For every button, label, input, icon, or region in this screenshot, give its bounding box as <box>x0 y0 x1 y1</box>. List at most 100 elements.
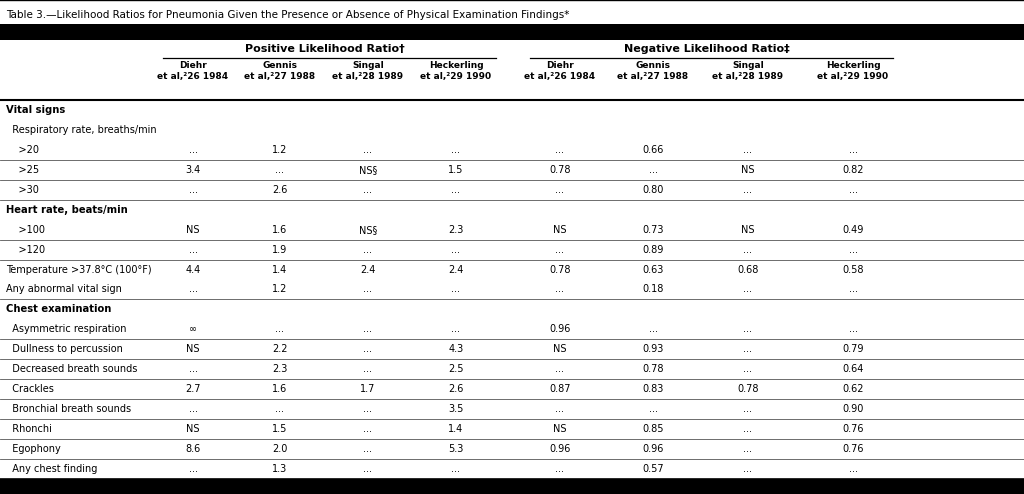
Text: Table 3.—Likelihood Ratios for Pneumonia Given the Presence or Absence of Physic: Table 3.—Likelihood Ratios for Pneumonia… <box>6 10 569 20</box>
Text: ...: ... <box>743 285 753 294</box>
Text: 1.6: 1.6 <box>272 225 288 235</box>
Text: 0.93: 0.93 <box>642 344 664 354</box>
Text: 1.5: 1.5 <box>449 165 464 175</box>
Text: 0.68: 0.68 <box>737 265 759 275</box>
Text: >20: >20 <box>6 145 39 155</box>
Text: ...: ... <box>364 464 373 474</box>
Text: 0.78: 0.78 <box>737 384 759 394</box>
Text: Any chest finding: Any chest finding <box>6 464 97 474</box>
Text: 0.83: 0.83 <box>642 384 664 394</box>
Text: 3.4: 3.4 <box>185 165 201 175</box>
Text: 8.6: 8.6 <box>185 444 201 454</box>
Text: 2.4: 2.4 <box>360 265 376 275</box>
Text: ...: ... <box>275 404 285 414</box>
Text: NS: NS <box>741 165 755 175</box>
Text: 2.0: 2.0 <box>272 444 288 454</box>
Text: ...: ... <box>849 325 857 334</box>
Text: ...: ... <box>555 404 564 414</box>
Text: 1.4: 1.4 <box>449 424 464 434</box>
Text: Crackles: Crackles <box>6 384 54 394</box>
Text: 0.96: 0.96 <box>549 325 570 334</box>
Text: >100: >100 <box>6 225 45 235</box>
Text: ...: ... <box>188 404 198 414</box>
Text: 0.82: 0.82 <box>843 165 864 175</box>
Text: ...: ... <box>364 424 373 434</box>
Text: ...: ... <box>555 364 564 374</box>
Text: ...: ... <box>743 185 753 195</box>
Text: 2.2: 2.2 <box>272 344 288 354</box>
Text: 2.6: 2.6 <box>449 384 464 394</box>
Text: 1.3: 1.3 <box>272 464 288 474</box>
Text: ...: ... <box>555 285 564 294</box>
Text: Dullness to percussion: Dullness to percussion <box>6 344 123 354</box>
Text: ...: ... <box>743 404 753 414</box>
Text: ...: ... <box>648 165 657 175</box>
Text: >25: >25 <box>6 165 39 175</box>
Text: 0.89: 0.89 <box>642 245 664 254</box>
Text: NS§: NS§ <box>358 165 377 175</box>
Text: ...: ... <box>849 185 857 195</box>
Text: 0.73: 0.73 <box>642 225 664 235</box>
Text: 0.76: 0.76 <box>843 444 864 454</box>
Text: 1.9: 1.9 <box>272 245 288 254</box>
Text: ...: ... <box>188 245 198 254</box>
Text: NS: NS <box>186 344 200 354</box>
Text: Asymmetric respiration: Asymmetric respiration <box>6 325 127 334</box>
Text: Gennis
et al,²27 1988: Gennis et al,²27 1988 <box>617 61 688 81</box>
Text: ...: ... <box>849 145 857 155</box>
Text: ...: ... <box>743 424 753 434</box>
Text: ...: ... <box>555 245 564 254</box>
Text: 0.58: 0.58 <box>843 265 864 275</box>
Text: ...: ... <box>743 464 753 474</box>
Text: 0.62: 0.62 <box>843 384 864 394</box>
Text: Decreased breath sounds: Decreased breath sounds <box>6 364 137 374</box>
Bar <box>0 479 1024 494</box>
Text: ...: ... <box>452 145 461 155</box>
Text: Positive Likelihood Ratio†: Positive Likelihood Ratio† <box>245 44 404 54</box>
Text: NS: NS <box>741 225 755 235</box>
Text: ...: ... <box>743 364 753 374</box>
Text: ...: ... <box>364 145 373 155</box>
Text: ...: ... <box>364 344 373 354</box>
Text: Gennis
et al,²27 1988: Gennis et al,²27 1988 <box>245 61 315 81</box>
Text: >30: >30 <box>6 185 39 195</box>
Text: ∞: ∞ <box>189 325 197 334</box>
Text: 1.6: 1.6 <box>272 384 288 394</box>
Text: 0.57: 0.57 <box>642 464 664 474</box>
Text: 0.49: 0.49 <box>843 225 863 235</box>
Text: ...: ... <box>364 245 373 254</box>
Text: ...: ... <box>188 185 198 195</box>
Text: 0.78: 0.78 <box>642 364 664 374</box>
Text: 2.3: 2.3 <box>272 364 288 374</box>
Text: Chest examination: Chest examination <box>6 304 112 315</box>
Text: Singal
et al,²28 1989: Singal et al,²28 1989 <box>333 61 403 81</box>
Text: 0.87: 0.87 <box>549 384 570 394</box>
Text: ...: ... <box>648 325 657 334</box>
Text: ...: ... <box>555 464 564 474</box>
Text: Any abnormal vital sign: Any abnormal vital sign <box>6 285 122 294</box>
Text: 0.96: 0.96 <box>642 444 664 454</box>
Text: 2.5: 2.5 <box>449 364 464 374</box>
Text: Heckerling
et al,²29 1990: Heckerling et al,²29 1990 <box>421 61 492 81</box>
Text: ...: ... <box>364 364 373 374</box>
Text: 0.79: 0.79 <box>843 344 864 354</box>
Text: 0.64: 0.64 <box>843 364 863 374</box>
Text: 0.18: 0.18 <box>642 285 664 294</box>
Text: 1.5: 1.5 <box>272 424 288 434</box>
Text: ...: ... <box>452 464 461 474</box>
Bar <box>0 24 1024 40</box>
Text: Heckerling
et al,²29 1990: Heckerling et al,²29 1990 <box>817 61 889 81</box>
Text: Temperature >37.8°C (100°F): Temperature >37.8°C (100°F) <box>6 265 152 275</box>
Text: Negative Likelihood Ratio‡: Negative Likelihood Ratio‡ <box>624 44 790 54</box>
Text: NS: NS <box>186 225 200 235</box>
Text: 1.4: 1.4 <box>272 265 288 275</box>
Text: >120: >120 <box>6 245 45 254</box>
Text: ...: ... <box>849 285 857 294</box>
Text: 3.5: 3.5 <box>449 404 464 414</box>
Text: 5.3: 5.3 <box>449 444 464 454</box>
Text: ...: ... <box>188 364 198 374</box>
Text: 1.7: 1.7 <box>360 384 376 394</box>
Text: 0.90: 0.90 <box>843 404 863 414</box>
Text: ...: ... <box>452 285 461 294</box>
Text: ...: ... <box>275 165 285 175</box>
